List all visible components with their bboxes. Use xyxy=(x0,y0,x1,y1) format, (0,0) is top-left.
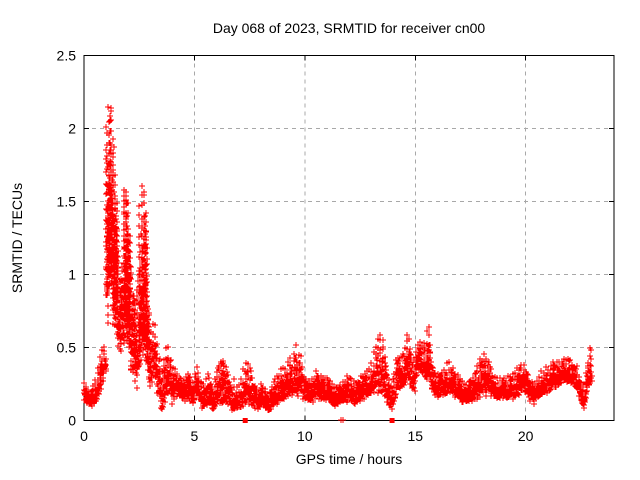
axis-ticks xyxy=(83,55,614,421)
x-tick-label: 10 xyxy=(297,428,313,444)
x-tick-label: 0 xyxy=(80,428,88,444)
y-tick-label: 1 xyxy=(68,267,76,283)
x-tick-label: 15 xyxy=(407,428,423,444)
zero-square-marker xyxy=(389,418,395,423)
zero-square-marker xyxy=(242,418,248,423)
x-axis-label: GPS time / hours xyxy=(296,451,403,467)
x-tick-labels: 0 5 10 15 20 xyxy=(80,428,534,444)
chart-title: Day 068 of 2023, SRMTID for receiver cn0… xyxy=(213,20,486,36)
x-tick-label: 20 xyxy=(518,428,534,444)
y-tick-label: 0.5 xyxy=(57,340,77,356)
y-tick-label: 2.5 xyxy=(57,48,77,64)
plot-border xyxy=(83,55,615,421)
x-tick-label: 5 xyxy=(191,428,199,444)
zero-value-markers xyxy=(242,417,395,423)
y-tick-label: 2 xyxy=(68,121,76,137)
zero-plus-markers xyxy=(338,417,346,423)
scatter-points xyxy=(81,104,595,413)
y-tick-label: 0 xyxy=(68,413,76,429)
y-axis-label: SRMTID / TECUs xyxy=(9,183,25,293)
y-tick-label: 1.5 xyxy=(57,194,77,210)
y-tick-labels: 0 0.5 1 1.5 2 2.5 xyxy=(57,48,77,429)
